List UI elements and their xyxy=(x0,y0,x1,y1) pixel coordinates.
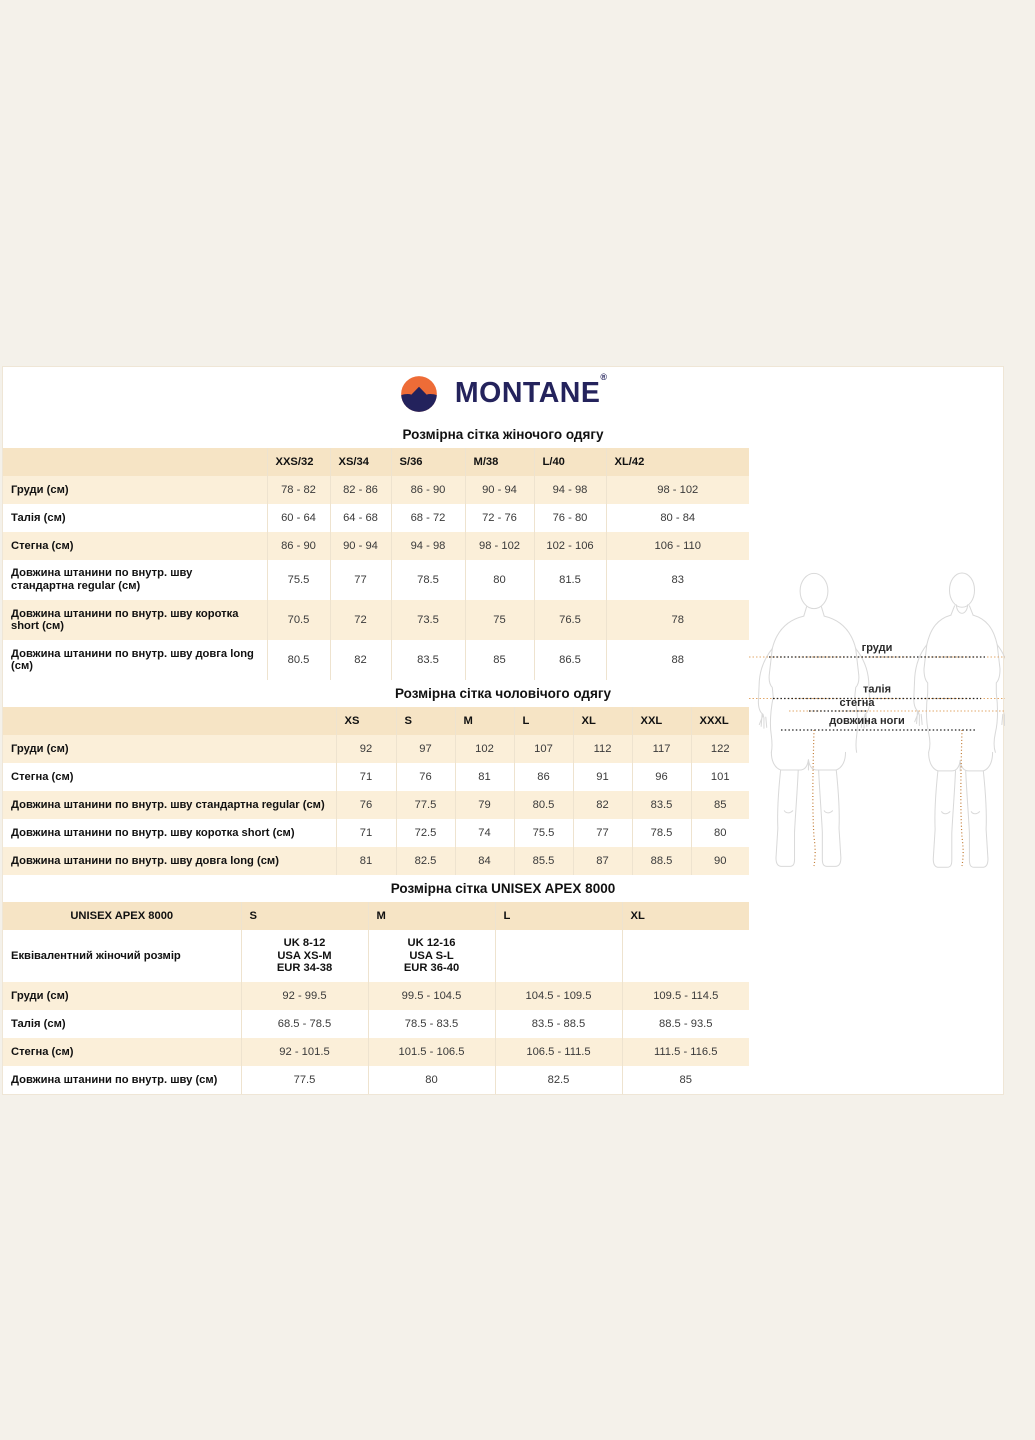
svg-text:талія: талія xyxy=(863,684,891,696)
svg-text:стегна: стегна xyxy=(840,697,876,709)
svg-text:довжина ноги: довжина ноги xyxy=(829,715,904,727)
svg-text:груди: груди xyxy=(862,642,893,654)
